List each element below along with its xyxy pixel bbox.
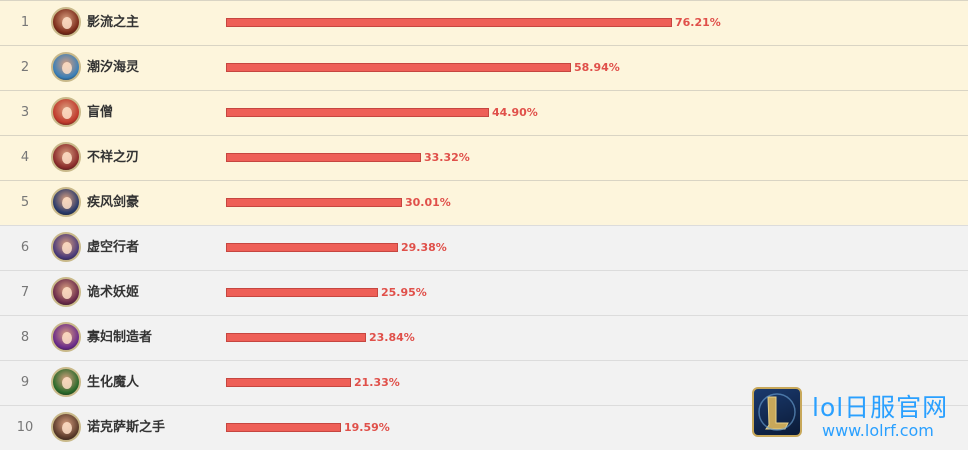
rank-number: 4 <box>20 150 30 165</box>
champion-name[interactable]: 潮汐海灵 <box>87 60 140 75</box>
champion-avatar-icon <box>51 142 81 172</box>
champion-name[interactable]: 寡妇制造者 <box>87 330 153 345</box>
champion-avatar-icon <box>51 7 81 37</box>
percentage-label: 25.95% <box>381 286 427 299</box>
champion-avatar-icon <box>51 232 81 262</box>
rank-number: 3 <box>20 105 30 120</box>
champion-name[interactable]: 诡术妖姬 <box>87 285 140 300</box>
rank-number: 1 <box>20 15 30 30</box>
champion-avatar-icon <box>51 52 81 82</box>
ranking-row: 5 疾风剑豪 30.01% <box>0 180 968 225</box>
champion-name[interactable]: 生化魔人 <box>87 375 140 390</box>
percentage-label: 23.84% <box>369 331 415 344</box>
rank-number: 2 <box>20 60 30 75</box>
rank-number: 10 <box>16 420 34 435</box>
champion-name[interactable]: 不祥之刃 <box>87 150 140 165</box>
rank-number: 6 <box>20 240 30 255</box>
ranking-row: 7 诡术妖姬 25.95% <box>0 270 968 315</box>
percentage-label: 76.21% <box>675 16 721 29</box>
ranking-row: 10 诺克萨斯之手 19.59% <box>0 405 968 450</box>
percentage-label: 19.59% <box>344 421 390 434</box>
percentage-label: 30.01% <box>405 196 451 209</box>
ranking-row: 9 生化魔人 21.33% <box>0 360 968 405</box>
champion-name[interactable]: 疾风剑豪 <box>87 195 140 210</box>
percentage-bar <box>226 18 672 27</box>
champion-name[interactable]: 诺克萨斯之手 <box>87 420 166 435</box>
champion-avatar-icon <box>51 187 81 217</box>
percentage-label: 58.94% <box>574 61 620 74</box>
percentage-bar <box>226 153 421 162</box>
champion-avatar-icon <box>51 367 81 397</box>
ranking-row: 8 寡妇制造者 23.84% <box>0 315 968 360</box>
rank-number: 5 <box>20 195 30 210</box>
ranking-row: 3 盲僧 44.90% <box>0 90 968 135</box>
percentage-label: 44.90% <box>492 106 538 119</box>
rank-number: 8 <box>20 330 30 345</box>
percentage-bar <box>226 423 341 432</box>
champion-avatar-icon <box>51 412 81 442</box>
champion-name[interactable]: 影流之主 <box>87 15 140 30</box>
ranking-row: 1 影流之主 76.21% <box>0 0 968 45</box>
percentage-bar <box>226 333 366 342</box>
ranking-row: 4 不祥之刃 33.32% <box>0 135 968 180</box>
ranking-row: 6 虚空行者 29.38% <box>0 225 968 270</box>
percentage-bar <box>226 243 398 252</box>
rank-number: 7 <box>20 285 30 300</box>
champion-name[interactable]: 虚空行者 <box>87 240 140 255</box>
champion-avatar-icon <box>51 97 81 127</box>
rank-number: 9 <box>20 375 30 390</box>
percentage-label: 33.32% <box>424 151 470 164</box>
percentage-bar <box>226 378 351 387</box>
lol-logo-icon <box>752 387 802 437</box>
percentage-bar <box>226 108 489 117</box>
percentage-label: 29.38% <box>401 241 447 254</box>
percentage-label: 21.33% <box>354 376 400 389</box>
percentage-bar <box>226 288 378 297</box>
percentage-bar <box>226 198 402 207</box>
champion-avatar-icon <box>51 277 81 307</box>
ranking-row: 2 潮汐海灵 58.94% <box>0 45 968 90</box>
watermark-url: www.lolrf.com <box>822 421 934 440</box>
champion-avatar-icon <box>51 322 81 352</box>
percentage-bar <box>226 63 571 72</box>
watermark-title: lol日服官网 <box>812 393 949 422</box>
champion-name[interactable]: 盲僧 <box>87 105 114 120</box>
